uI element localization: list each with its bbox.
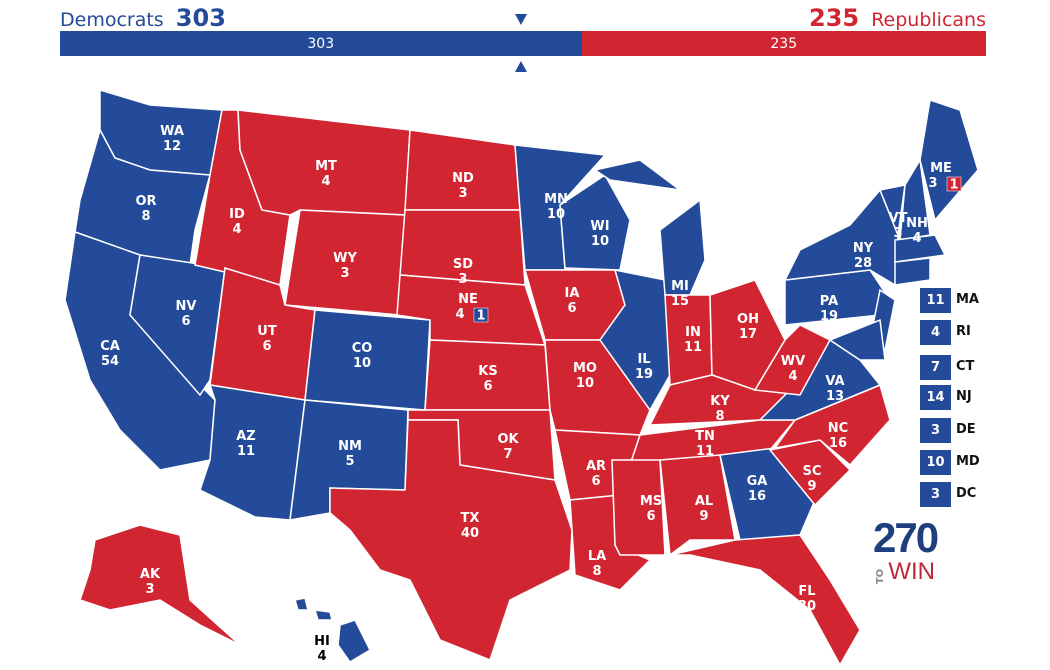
small-state-label-nj: NJ (956, 389, 972, 404)
state-label-az: AZ 11 (236, 429, 256, 459)
state-label-ok: OK 7 (497, 432, 519, 462)
republicans-header: 235 Republicans (809, 4, 986, 32)
state-label-pa: PA 19 (820, 294, 838, 324)
district-box-ne[interactable] (473, 307, 489, 323)
state-wi[interactable] (559, 173, 631, 271)
state-label-wi: WI 10 (590, 219, 609, 249)
dem-bar-segment: 303 (60, 31, 582, 56)
democrats-header: Democrats 303 (60, 4, 226, 32)
state-label-il: IL 19 (635, 352, 653, 382)
threshold-marker-top-icon (515, 14, 527, 25)
state-label-mn: MN 10 (544, 192, 568, 222)
small-state-box-ma[interactable]: 11 (920, 288, 951, 313)
state-mi[interactable] (593, 159, 681, 191)
state-label-fl: FL 30 (798, 584, 816, 614)
state-ak[interactable] (79, 524, 241, 646)
small-state-label-ct: CT (956, 359, 975, 374)
threshold-marker-bottom-icon (515, 61, 527, 72)
state-label-tn: TN 11 (695, 429, 715, 459)
state-hi[interactable] (313, 609, 333, 621)
small-state-label-dc: DC (956, 486, 977, 501)
state-fl[interactable] (669, 534, 861, 667)
small-state-box-nj[interactable]: 14 (920, 385, 951, 410)
state-label-ia: IA 6 (565, 286, 580, 316)
state-ms[interactable] (611, 459, 666, 556)
logo-win: WIN (888, 558, 935, 585)
state-label-ca: CA 54 (100, 339, 120, 369)
state-label-mt: MT 4 (315, 159, 337, 189)
state-ny[interactable] (783, 188, 899, 287)
small-state-box-dc[interactable]: 3 (920, 482, 951, 507)
state-mi[interactable] (659, 198, 706, 296)
state-label-sc: SC 9 (803, 464, 822, 494)
state-wv[interactable] (753, 324, 832, 396)
state-label-wv: WV 4 (781, 354, 805, 384)
state-label-ga: GA 16 (747, 474, 768, 504)
state-label-or: OR 8 (135, 194, 156, 224)
district-box-me[interactable] (946, 176, 962, 192)
small-state-box-md[interactable]: 10 (920, 450, 951, 475)
state-label-ks: KS 6 (478, 364, 497, 394)
state-label-ms: MS 6 (640, 494, 662, 524)
state-label-wa: WA 12 (160, 124, 184, 154)
state-label-sd: SD 3 (453, 257, 473, 287)
state-label-nv: NV 6 (176, 299, 197, 329)
state-label-la: LA 8 (588, 549, 606, 579)
state-label-nc: NC 16 (828, 421, 848, 451)
rep-label: Republicans (871, 9, 986, 31)
state-label-ar: AR 6 (586, 459, 606, 489)
state-label-me: ME 3 (928, 161, 951, 191)
district-ev-me: 1 (949, 178, 958, 193)
small-state-box-ct[interactable]: 7 (920, 355, 951, 380)
logo-to: TO (875, 568, 887, 585)
state-label-va: VA 13 (825, 374, 844, 404)
state-al[interactable] (659, 454, 736, 557)
state-label-mo: MO 10 (573, 361, 597, 391)
dem-label: Democrats (60, 9, 164, 31)
state-label-ak: AK 3 (140, 567, 161, 597)
state-label-ky: KY 8 (710, 394, 730, 424)
district-ev-ne: 1 (476, 309, 485, 324)
state-ma[interactable] (894, 234, 947, 263)
rep-bar-segment: 235 (581, 31, 986, 56)
state-label-hi: HI 4 (314, 634, 330, 664)
small-state-label-md: MD (956, 454, 980, 469)
state-label-wy: WY 3 (333, 251, 357, 281)
state-ct[interactable] (894, 257, 931, 286)
state-label-tx: TX 40 (461, 511, 480, 541)
state-label-in: IN 11 (684, 325, 702, 355)
small-state-box-ri[interactable]: 4 (920, 320, 951, 345)
state-label-oh: OH 17 (737, 312, 759, 342)
electoral-vote-bar: 303 235 (60, 31, 986, 56)
small-state-box-de[interactable]: 3 (920, 418, 951, 443)
state-label-id: ID 4 (229, 207, 245, 237)
small-state-label-ri: RI (956, 324, 971, 339)
state-label-nd: ND 3 (452, 171, 474, 201)
state-label-nh: NH 4 (906, 216, 928, 246)
state-me[interactable] (919, 99, 979, 222)
state-label-ut: UT 6 (257, 324, 277, 354)
state-tx[interactable] (329, 419, 573, 661)
state-label-mi: MI 15 (671, 279, 689, 309)
state-label-ne: NE 4 (455, 292, 477, 322)
state-label-al: AL 9 (695, 494, 713, 524)
state-label-co: CO 10 (352, 341, 373, 371)
small-state-label-ma: MA (956, 292, 979, 307)
state-label-nm: NM 5 (338, 439, 362, 469)
state-md[interactable] (828, 318, 886, 361)
state-hi[interactable] (337, 619, 371, 664)
state-hi[interactable] (294, 597, 309, 611)
state-or[interactable] (74, 128, 211, 266)
state-label-ny: NY 28 (853, 241, 874, 271)
state-vt[interactable] (878, 184, 906, 238)
270towin-logo: 270 TOWIN (873, 514, 939, 586)
dem-total: 303 (175, 4, 226, 32)
state-label-vt: VT 3 (889, 211, 908, 241)
logo-number: 270 (873, 514, 939, 561)
rep-total: 235 (809, 4, 860, 32)
small-state-label-de: DE (956, 422, 976, 437)
